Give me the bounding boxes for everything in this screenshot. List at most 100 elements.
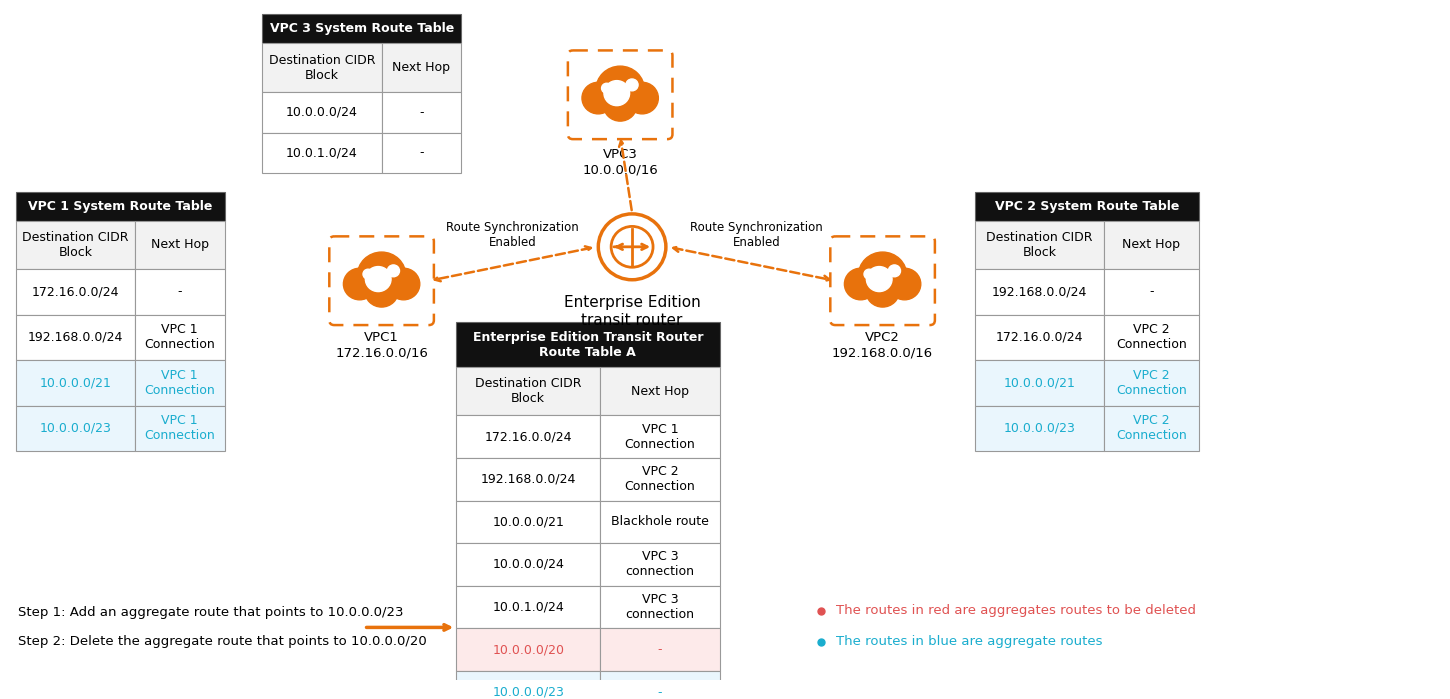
Bar xyxy=(457,586,600,628)
Circle shape xyxy=(365,274,399,307)
Bar xyxy=(135,315,225,360)
Text: -: - xyxy=(177,285,183,298)
Bar xyxy=(974,192,1199,221)
Text: -: - xyxy=(658,643,663,656)
Circle shape xyxy=(581,82,615,114)
Text: 10.0.0.0/23: 10.0.0.0/23 xyxy=(1003,422,1076,435)
Circle shape xyxy=(603,88,637,121)
Bar xyxy=(600,415,719,458)
Text: -: - xyxy=(419,106,423,119)
Text: VPC 1
Connection: VPC 1 Connection xyxy=(145,324,215,352)
Bar xyxy=(600,543,719,586)
Bar xyxy=(600,458,719,500)
Text: 172.16.0.0/24: 172.16.0.0/24 xyxy=(996,331,1083,344)
Text: Next Hop: Next Hop xyxy=(631,384,689,398)
Circle shape xyxy=(867,266,892,291)
Bar xyxy=(600,586,719,628)
Bar xyxy=(16,221,135,269)
Text: Blackhole route: Blackhole route xyxy=(610,515,709,528)
Text: 10.0.0.0/20: 10.0.0.0/20 xyxy=(492,643,564,656)
Text: Route Synchronization
Enabled: Route Synchronization Enabled xyxy=(690,221,822,250)
Text: 192.168.0.0/24: 192.168.0.0/24 xyxy=(28,331,123,344)
Text: Enterprise Edition
transit router: Enterprise Edition transit router xyxy=(564,295,700,328)
Bar xyxy=(600,671,719,699)
Text: Step 1: Add an aggregate route that points to 10.0.0.0/23: Step 1: Add an aggregate route that poin… xyxy=(17,607,403,619)
Text: The routes in blue are aggregate routes: The routes in blue are aggregate routes xyxy=(835,635,1102,649)
FancyBboxPatch shape xyxy=(568,50,673,139)
Text: Destination CIDR
Block: Destination CIDR Block xyxy=(986,231,1093,259)
Text: Route Synchronization
Enabled: Route Synchronization Enabled xyxy=(447,221,579,250)
FancyBboxPatch shape xyxy=(329,236,434,325)
Text: VPC1
172.16.0.0/16: VPC1 172.16.0.0/16 xyxy=(335,331,428,359)
Bar xyxy=(457,500,600,543)
Bar xyxy=(135,405,225,451)
Bar xyxy=(381,133,461,173)
Bar xyxy=(16,192,225,221)
Circle shape xyxy=(387,265,400,277)
Bar xyxy=(600,628,719,671)
Text: Destination CIDR
Block: Destination CIDR Block xyxy=(476,377,581,405)
Text: VPC 3
connection: VPC 3 connection xyxy=(625,593,695,621)
Circle shape xyxy=(605,80,629,106)
Text: 10.0.1.0/24: 10.0.1.0/24 xyxy=(493,600,564,614)
Text: 10.0.1.0/24: 10.0.1.0/24 xyxy=(286,146,358,159)
Text: VPC 2
Connection: VPC 2 Connection xyxy=(1116,369,1188,397)
Bar xyxy=(1105,315,1199,360)
Text: -: - xyxy=(658,686,663,699)
Bar xyxy=(1105,221,1199,269)
Bar xyxy=(457,671,600,699)
Bar xyxy=(457,322,719,367)
Text: VPC 1
Connection: VPC 1 Connection xyxy=(625,423,696,451)
Bar xyxy=(381,43,461,92)
Bar xyxy=(600,367,719,415)
Text: 172.16.0.0/24: 172.16.0.0/24 xyxy=(484,430,571,443)
Bar xyxy=(974,360,1105,405)
Text: -: - xyxy=(1150,285,1154,298)
Text: 192.168.0.0/24: 192.168.0.0/24 xyxy=(992,285,1088,298)
Circle shape xyxy=(365,266,392,291)
Text: VPC 3
connection: VPC 3 connection xyxy=(625,551,695,579)
Circle shape xyxy=(596,66,644,113)
Bar xyxy=(974,269,1105,315)
Text: The routes in red are aggregates routes to be deleted: The routes in red are aggregates routes … xyxy=(835,605,1196,617)
Text: VPC 3 System Route Table: VPC 3 System Route Table xyxy=(270,22,454,36)
Text: VPC 1 System Route Table: VPC 1 System Route Table xyxy=(28,200,212,212)
Bar xyxy=(1105,360,1199,405)
Bar xyxy=(16,315,135,360)
Bar xyxy=(262,15,461,43)
Circle shape xyxy=(357,252,406,299)
Text: Enterprise Edition Transit Router
Route Table A: Enterprise Edition Transit Router Route … xyxy=(473,331,703,359)
Bar xyxy=(457,628,600,671)
Text: VPC 1
Connection: VPC 1 Connection xyxy=(145,369,215,397)
Bar xyxy=(262,43,381,92)
Circle shape xyxy=(889,268,921,300)
Text: 192.168.0.0/24: 192.168.0.0/24 xyxy=(480,473,576,486)
Text: 10.0.0.0/24: 10.0.0.0/24 xyxy=(286,106,358,119)
Circle shape xyxy=(858,252,906,299)
Circle shape xyxy=(626,82,658,114)
Bar xyxy=(262,133,381,173)
Text: VPC 2
Connection: VPC 2 Connection xyxy=(625,466,696,493)
Circle shape xyxy=(889,265,900,277)
Text: 10.0.0.0/24: 10.0.0.0/24 xyxy=(493,558,564,571)
Text: 10.0.0.0/21: 10.0.0.0/21 xyxy=(1003,376,1076,389)
Bar xyxy=(16,405,135,451)
Circle shape xyxy=(602,83,612,93)
Bar xyxy=(457,415,600,458)
Text: Next Hop: Next Hop xyxy=(1122,238,1180,252)
Text: VPC3
10.0.0.0/16: VPC3 10.0.0.0/16 xyxy=(583,148,658,176)
Text: Destination CIDR
Block: Destination CIDR Block xyxy=(22,231,129,259)
Circle shape xyxy=(344,268,376,300)
Circle shape xyxy=(866,274,899,307)
Text: -: - xyxy=(419,146,423,159)
Text: VPC 2 System Route Table: VPC 2 System Route Table xyxy=(995,200,1179,212)
Text: VPC 2
Connection: VPC 2 Connection xyxy=(1116,415,1188,442)
Bar xyxy=(135,221,225,269)
Bar xyxy=(16,360,135,405)
Circle shape xyxy=(864,269,874,279)
Circle shape xyxy=(387,268,420,300)
Bar xyxy=(457,367,600,415)
Bar xyxy=(1105,269,1199,315)
Text: 10.0.0.0/23: 10.0.0.0/23 xyxy=(493,686,564,699)
Bar xyxy=(457,543,600,586)
